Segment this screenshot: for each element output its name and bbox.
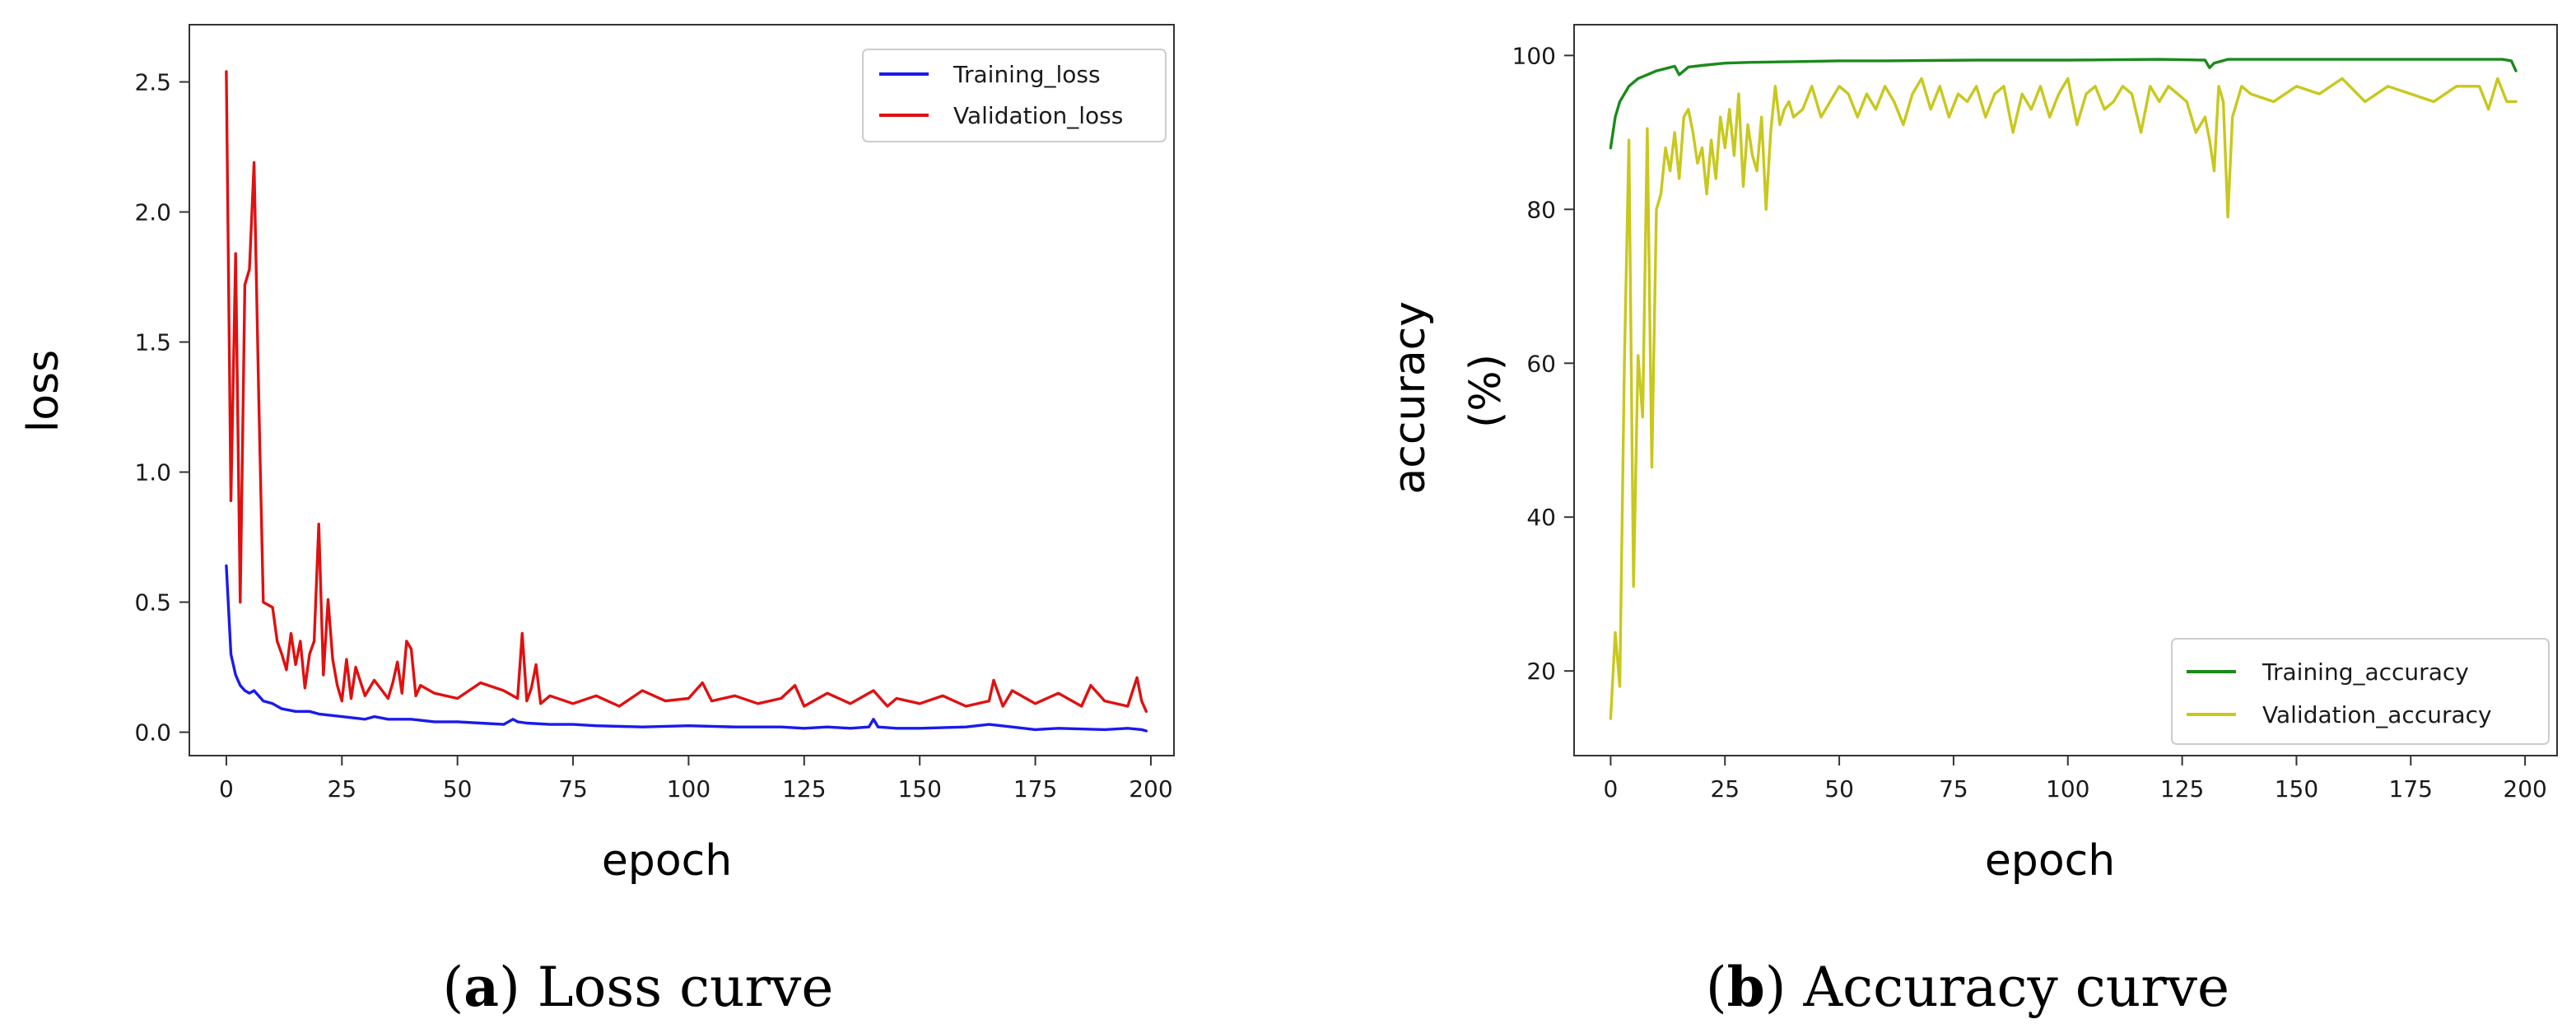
caption-accuracy-curve: (b) Accuracy curve (1706, 955, 2229, 1019)
loss-chart-xlabel: epoch (602, 836, 732, 886)
x-tick-label: 125 (2160, 775, 2204, 803)
x-tick-label: 175 (1013, 775, 1057, 803)
accuracy-chart-plot-area (1573, 24, 2558, 756)
x-tick-label: 125 (782, 775, 826, 803)
accuracy-chart-legend: Training_accuracy Validation_accuracy (2171, 638, 2550, 745)
y-tick-label: 1.5 (134, 329, 171, 356)
y-tick-label: 60 (1526, 350, 1556, 377)
loss-chart-legend: Training_loss Validation_loss (862, 49, 1167, 142)
accuracy-chart-ylabel-line-2: (%) (1461, 354, 1511, 428)
x-tick-label: 50 (1824, 775, 1854, 803)
loss-chart-panel: loss 0.0 0.5 1.0 1.5 2.0 2.5 0 25 50 75 100 125 150… (19, 24, 1175, 886)
legend-label-validation-loss: Validation_loss (953, 102, 1123, 129)
x-tick-label: 50 (443, 775, 473, 803)
x-tick-label: 0 (219, 775, 234, 803)
legend-label-training-loss: Training_loss (953, 61, 1101, 88)
x-tick-label: 25 (1710, 775, 1740, 803)
accuracy-chart-y-ticks: 20 40 60 80 100 (1512, 42, 1574, 685)
x-tick-label: 100 (2046, 775, 2089, 803)
x-tick-label: 200 (2503, 775, 2546, 803)
accuracy-chart-ylabel: accuracy (%) (1386, 287, 1511, 494)
series-line-validation-loss (225, 70, 1148, 713)
accuracy-chart-legend-box (2171, 638, 2550, 745)
y-tick-label: 0.0 (134, 719, 171, 747)
y-tick-label: 1.0 (134, 459, 171, 486)
legend-label-validation-accuracy: Validation_accuracy (2262, 701, 2492, 728)
x-tick-label: 25 (327, 775, 356, 803)
caption-a-label: a (463, 955, 499, 1019)
x-tick-label: 150 (897, 775, 941, 803)
y-tick-label: 2.5 (134, 69, 171, 96)
y-tick-label: 0.5 (134, 589, 171, 617)
caption-b-text: Accuracy curve (1803, 956, 2230, 1019)
y-tick-label: 20 (1526, 658, 1556, 685)
x-tick-label: 0 (1604, 775, 1619, 803)
accuracy-chart-series (1609, 58, 2518, 720)
accuracy-chart-ylabel-line-1: accuracy (1386, 301, 1435, 495)
x-tick-label: 100 (667, 775, 710, 803)
x-tick-label: 75 (1939, 775, 1968, 803)
series-line-training-accuracy (1609, 58, 2518, 150)
y-tick-label: 100 (1512, 42, 1556, 69)
caption-a-text: Loss curve (538, 956, 834, 1019)
loss-chart-series (225, 70, 1148, 733)
caption-b-label: b (1727, 955, 1765, 1019)
x-tick-label: 75 (558, 775, 588, 803)
y-tick-label: 80 (1526, 196, 1556, 223)
accuracy-chart-panel: accuracy (%) 20 40 60 80 100 0 25 50 75 100 125 15… (1386, 24, 2558, 886)
loss-chart-x-ticks: 0 25 50 75 100 125 150 175 200 (219, 756, 1173, 803)
accuracy-chart-x-ticks: 0 25 50 75 100 125 150 175 200 (1604, 756, 2547, 803)
x-tick-label: 175 (2389, 775, 2433, 803)
loss-chart-ylabel: loss (19, 350, 68, 432)
x-tick-label: 200 (1129, 775, 1172, 803)
y-tick-label: 40 (1526, 504, 1556, 531)
accuracy-chart-xlabel: epoch (1985, 836, 2115, 886)
loss-chart-legend-box (862, 49, 1167, 142)
caption-loss-curve: (a) Loss curve (443, 955, 834, 1019)
legend-label-training-accuracy: Training_accuracy (2262, 658, 2469, 686)
y-tick-label: 2.0 (134, 199, 171, 226)
series-line-training-loss (225, 564, 1148, 733)
x-tick-label: 150 (2275, 775, 2318, 803)
loss-chart-plot-area (189, 24, 1175, 756)
loss-chart-y-ticks: 0.0 0.5 1.0 1.5 2.0 2.5 (134, 69, 189, 747)
series-line-validation-accuracy (1609, 77, 2518, 720)
